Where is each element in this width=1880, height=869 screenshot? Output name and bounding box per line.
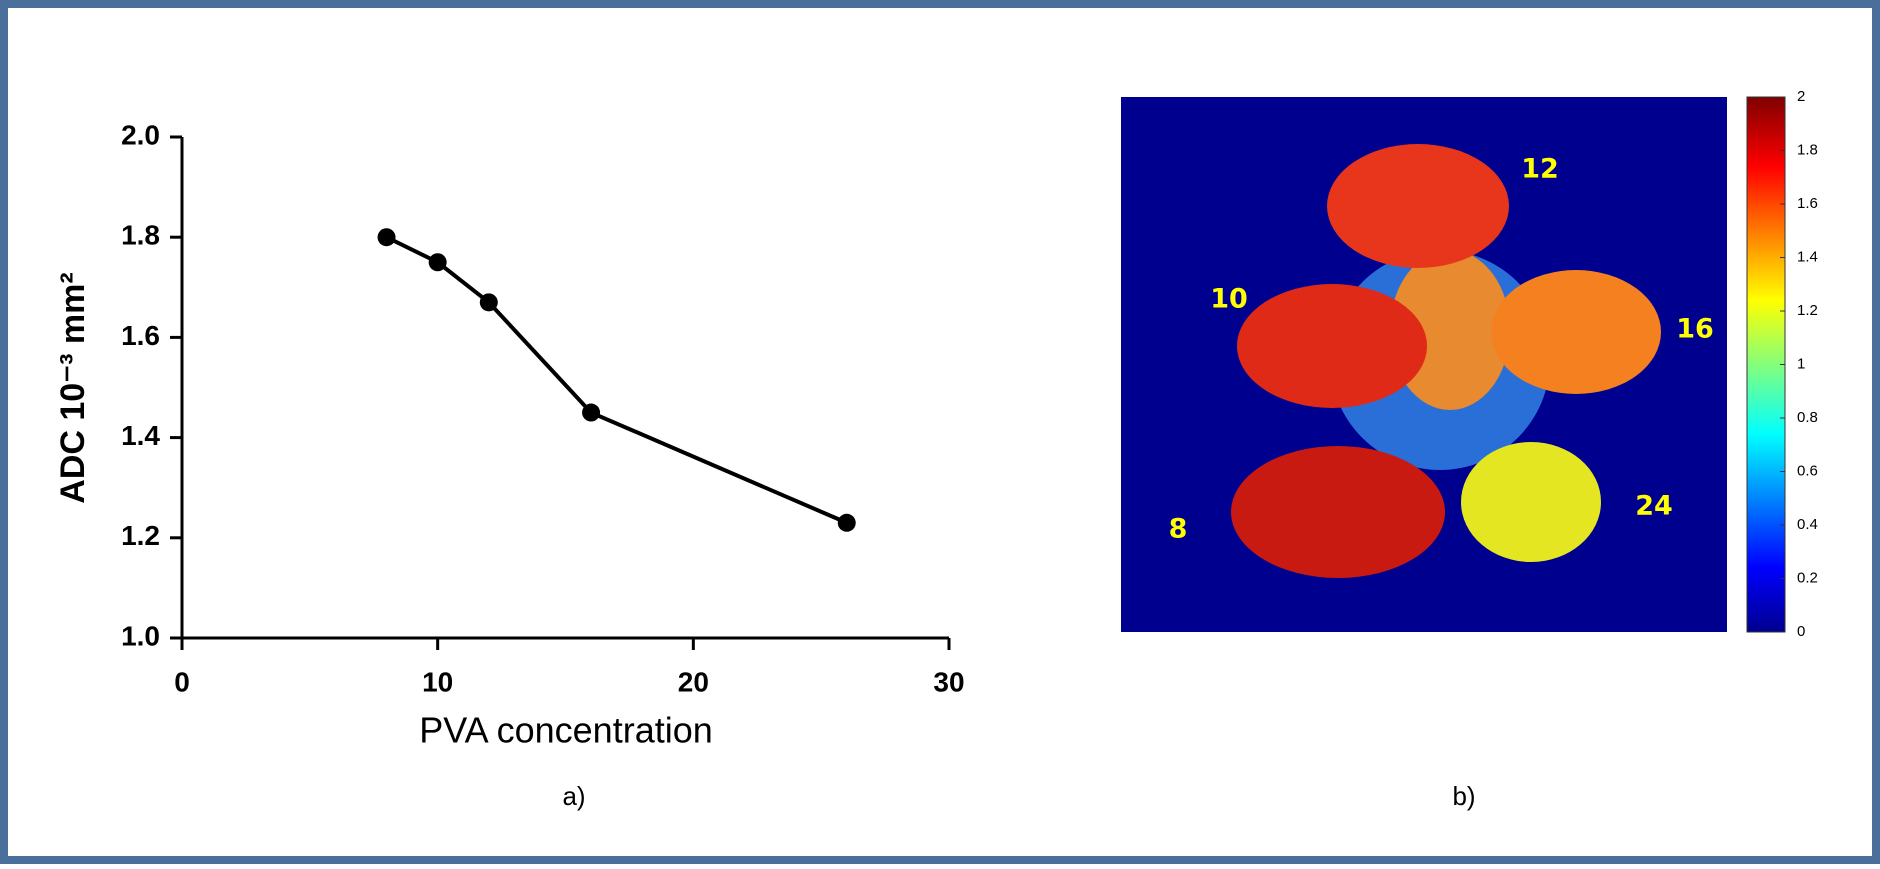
y-tick-label: 1.4	[121, 420, 160, 451]
colorbar-tick-label: 0	[1797, 623, 1805, 640]
phantom	[1231, 446, 1445, 578]
colorbar-tick-label: 2	[1797, 88, 1805, 105]
data-point	[479, 293, 498, 312]
annotation: 12	[1521, 154, 1559, 185]
colorbar-tick-label: 1.6	[1797, 195, 1818, 212]
x-tick-label: 30	[933, 666, 964, 697]
annotation: 8	[1169, 514, 1188, 545]
phantom	[1491, 270, 1661, 394]
colorbar-tick-label: 1	[1797, 355, 1805, 372]
x-tick-label: 20	[678, 666, 709, 697]
x-tick-label: 10	[422, 666, 453, 697]
phantom	[1237, 284, 1427, 408]
colorbar-tick-label: 1.4	[1797, 248, 1818, 265]
phantom	[1461, 442, 1601, 562]
colorbar-tick-label: 1.2	[1797, 302, 1818, 319]
noise-region	[1390, 250, 1510, 410]
x-tick-label: 0	[174, 666, 190, 697]
annotation: 24	[1635, 491, 1673, 522]
data-point	[428, 253, 447, 272]
phantom	[1327, 144, 1509, 268]
colorbar-tick-label: 0.4	[1797, 516, 1818, 533]
adc-map: 12 10 16 8 24	[1121, 97, 1727, 632]
x-axis-label: PVA concentration	[419, 710, 713, 751]
y-tick-label: 2.0	[121, 119, 160, 150]
y-tick-label: 1.6	[121, 320, 160, 351]
colorbar-tick-label: 0.2	[1797, 569, 1818, 586]
colorbar-tick-label: 1.8	[1797, 141, 1818, 158]
y-tick-label: 1.2	[121, 520, 160, 551]
annotation: 16	[1676, 314, 1714, 345]
caption: a)	[562, 781, 585, 811]
y-tick-label: 1.0	[121, 620, 160, 651]
caption: b)	[1452, 781, 1475, 811]
data-point	[582, 403, 601, 422]
y-tick-label: 1.8	[121, 220, 160, 251]
colorbar-tick-label: 0.6	[1797, 462, 1818, 479]
data-point	[377, 228, 396, 247]
annotation: 10	[1210, 284, 1248, 315]
colorbar	[1746, 96, 1786, 633]
data-point	[837, 513, 856, 532]
colorbar-tick-label: 0.8	[1797, 409, 1818, 426]
y-axis-label: ADC 10⁻³ mm²	[54, 272, 92, 503]
